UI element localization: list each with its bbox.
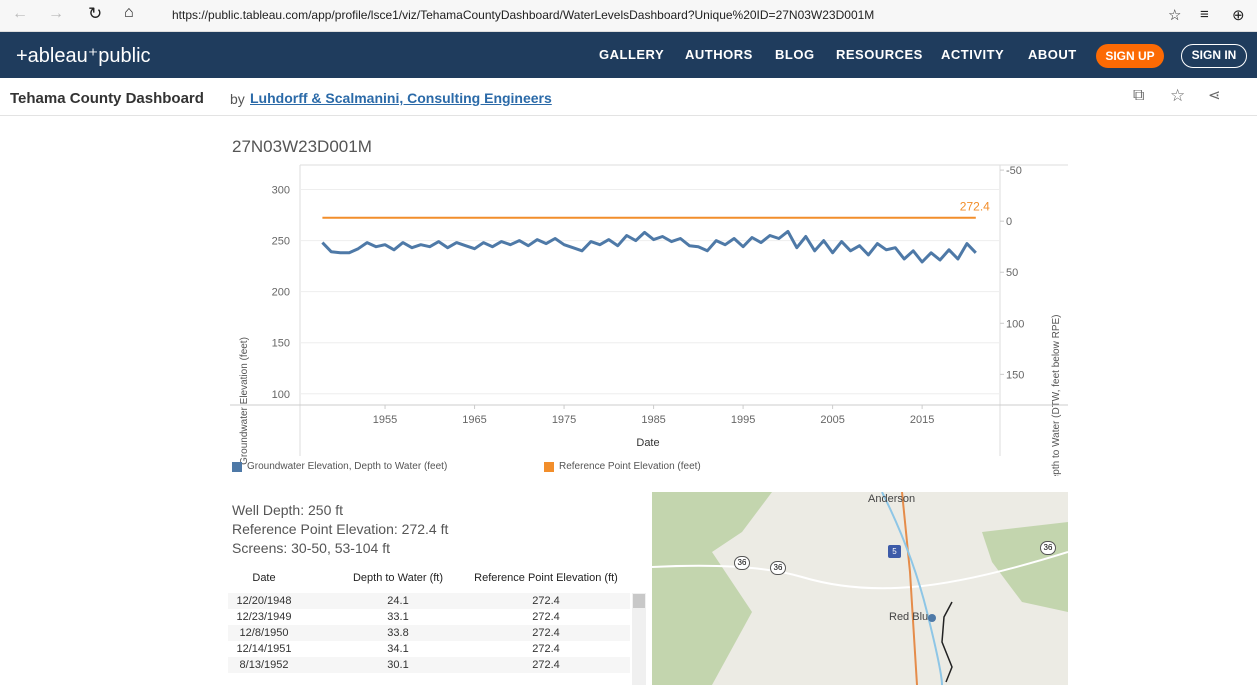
x-tick-label: 1985 — [641, 414, 665, 426]
favorite-icon[interactable]: ☆ — [1170, 86, 1186, 105]
map-layer — [652, 492, 1068, 685]
y2-tick-label: 100 — [1006, 318, 1024, 330]
x-axis-label: Date — [636, 437, 659, 449]
elevation-line — [321, 229, 977, 264]
nav-item[interactable]: AUTHORS — [685, 47, 753, 62]
copy-icon[interactable]: ⧉ — [1133, 87, 1145, 104]
table-cell: 12/8/1950 — [239, 627, 289, 639]
scroll-thumb[interactable] — [633, 594, 645, 608]
terrain — [652, 492, 772, 685]
x-tick-label: 1965 — [462, 414, 486, 426]
nav-item[interactable]: ABOUT — [1028, 47, 1077, 62]
table-cell: 34.1 — [387, 643, 409, 655]
nav: +ableau⁺public GALLERY AUTHORS BLOG RESOURC… — [0, 32, 1257, 78]
header: Tehama County Dashboard by Luhdorff & Sc… — [0, 78, 1257, 116]
nav-item[interactable]: ACTIVITY — [941, 47, 1005, 62]
route-shield: 36 — [734, 556, 750, 570]
table-cell: 12/14/1951 — [236, 643, 292, 655]
legend-swatch — [544, 462, 554, 472]
forward[interactable]: → — [48, 5, 64, 22]
sign-in[interactable]: SIGN IN — [1181, 44, 1247, 68]
table-cell: 24.1 — [387, 595, 409, 607]
x-tick-label: 1995 — [731, 414, 755, 426]
y2-axis-label: Depth to Water (DTW, feet below RPE) — [1051, 314, 1062, 476]
y-tick-label: 100 — [272, 389, 290, 401]
table: Date Depth to Water (ft) Reference Point E… — [228, 566, 646, 685]
y-tick-label: 300 — [272, 185, 290, 197]
legend-label[interactable]: Groundwater Elevation, Depth to Water (f… — [247, 461, 448, 472]
extensions[interactable]: ⊕ — [1232, 7, 1245, 24]
table-row-bg — [228, 625, 630, 641]
boundary — [941, 601, 953, 683]
interstate-shield: 5 — [888, 545, 901, 558]
logo[interactable]: +ableau⁺public — [16, 45, 151, 67]
route-shield: 36 — [770, 561, 786, 575]
table-cell: 33.8 — [387, 627, 409, 639]
y2-tick-label: 50 — [1006, 267, 1018, 279]
favorite[interactable]: ☆ — [1168, 7, 1182, 24]
table-header: Reference Point Elevation (ft) — [474, 572, 618, 584]
rpe: Reference Point Elevation: 272.4 ft — [232, 521, 449, 537]
url[interactable]: https://public.tableau.com/app/profile/l… — [172, 8, 875, 22]
table-row-bg — [228, 593, 630, 609]
nav-item[interactable]: RESOURCES — [836, 47, 923, 62]
y2-tick-label: 0 — [1006, 216, 1012, 228]
table-row-bg — [228, 641, 630, 657]
table-cell: 12/23/1949 — [236, 611, 292, 623]
table-cell: 272.4 — [532, 611, 560, 623]
author-link[interactable]: Luhdorff & Scalmanini, Consulting Engine… — [250, 90, 552, 106]
dashboard-title: Tehama County Dashboard — [10, 90, 204, 107]
data-label: 272.4 — [960, 200, 990, 214]
well-location[interactable] — [928, 614, 936, 622]
back[interactable]: ← — [12, 5, 28, 22]
chart-title: 27N03W23D001M — [232, 137, 372, 156]
home[interactable]: ⌂ — [124, 4, 134, 21]
x-tick-label: 1955 — [373, 414, 397, 426]
table-cell: 30.1 — [387, 659, 409, 671]
y-tick-label: 200 — [272, 287, 290, 299]
chart: 27N03W23D001M Groundwater Elevation (fee… — [230, 137, 1068, 476]
table-row-bg — [228, 609, 630, 625]
nav-item[interactable]: GALLERY — [599, 47, 665, 62]
y-axis-label: Groundwater Elevation (feet) — [239, 337, 250, 465]
map[interactable]: Anderson Red Blu 36 36 36 5 — [652, 492, 1068, 685]
table-header: Depth to Water (ft) — [352, 572, 444, 584]
nav-item[interactable]: BLOG — [775, 47, 815, 62]
table-cell: 272.4 — [532, 595, 560, 607]
x-tick-label: 2005 — [820, 414, 844, 426]
browser-bar: ← → ↻ ⌂ https://public.tableau.com/app/p… — [0, 0, 1257, 32]
y-tick-label: 150 — [272, 338, 290, 350]
table-cell: 12/20/1948 — [236, 595, 292, 607]
x-tick-label: 2015 — [910, 414, 934, 426]
table-header: Date — [252, 572, 276, 584]
table-row-bg — [228, 657, 630, 673]
by: by — [230, 91, 245, 107]
y2-tick-label: 150 — [1006, 369, 1024, 381]
legend-label[interactable]: Reference Point Elevation (feet) — [559, 461, 701, 472]
collections[interactable]: ≡ — [1200, 6, 1209, 23]
reload[interactable]: ↻ — [88, 4, 103, 23]
well-depth: Well Depth: 250 ft — [232, 502, 344, 518]
x-tick-label: 1975 — [552, 414, 576, 426]
route-shield: 36 — [1040, 541, 1056, 555]
y-tick-label: 250 — [272, 236, 290, 248]
river — [881, 492, 943, 685]
highway — [901, 492, 918, 685]
place-label: Anderson — [868, 493, 916, 505]
legend-swatch — [232, 462, 242, 472]
table-cell: 272.4 — [532, 659, 560, 671]
table-cell: 33.1 — [387, 611, 409, 623]
table-cell: 272.4 — [532, 643, 560, 655]
y2-tick-label: -50 — [1006, 165, 1022, 177]
sign-up[interactable]: SIGN UP — [1096, 44, 1164, 68]
table-cell: 272.4 — [532, 627, 560, 639]
scrollbar — [632, 593, 646, 685]
place-label: Red Blu — [889, 611, 929, 623]
well-info: Well Depth: 250 ft Reference Point Eleva… — [232, 501, 448, 558]
screens: Screens: 30-50, 53-104 ft — [232, 540, 390, 556]
table-cell: 8/13/1952 — [239, 659, 289, 671]
terrain — [982, 522, 1068, 612]
share-icon[interactable]: ⋖ — [1208, 87, 1221, 104]
